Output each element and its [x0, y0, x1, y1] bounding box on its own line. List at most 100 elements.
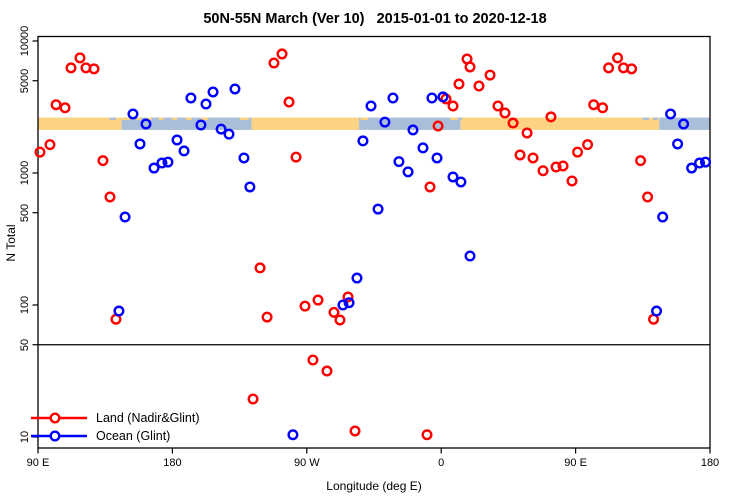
data-point-ocean — [379, 116, 391, 128]
map-band-coast-dash — [185, 117, 192, 120]
map-band-land-segment — [251, 117, 360, 130]
data-point-ocean — [185, 92, 197, 104]
x-tick-label: 0 — [438, 457, 445, 469]
data-point-ocean — [119, 211, 131, 223]
data-point-land — [44, 139, 56, 151]
x-axis-title: Longitude (deg E) — [326, 479, 422, 493]
map-band-coast-dash — [653, 117, 658, 120]
data-point-land — [612, 52, 624, 64]
data-point-ocean — [200, 98, 212, 110]
data-point-ocean — [657, 211, 669, 223]
data-point-ocean — [407, 124, 419, 136]
data-point-land — [65, 62, 77, 74]
data-point-land — [626, 63, 638, 75]
data-point-land — [424, 181, 436, 193]
data-point-ocean — [223, 128, 235, 140]
data-point-land — [34, 146, 46, 158]
data-point-ocean — [148, 162, 160, 174]
legend-entry-ocean: Ocean (Glint) — [30, 427, 200, 445]
data-point-land — [603, 62, 615, 74]
data-point-ocean — [357, 135, 369, 147]
data-point-ocean — [694, 157, 706, 169]
data-point-ocean — [244, 181, 256, 193]
y-tick-label: 50 — [19, 338, 31, 351]
y-tick-label: 500 — [19, 203, 31, 222]
data-point-land — [283, 96, 295, 108]
data-point-land — [342, 291, 354, 303]
data-point-land — [247, 393, 259, 405]
map-band-coast-dash — [239, 117, 249, 120]
data-point-ocean — [426, 92, 438, 104]
data-point-ocean — [672, 138, 684, 150]
data-point-ocean — [402, 166, 414, 178]
data-point-ocean — [156, 157, 168, 169]
data-point-land — [484, 69, 496, 81]
legend-symbol-ocean — [31, 430, 87, 442]
data-point-land — [254, 262, 266, 274]
plot-box — [37, 35, 711, 449]
legend-label-land: Land (Nadir&Glint) — [96, 411, 200, 425]
map-band-coast-dash — [642, 117, 649, 120]
data-point-ocean — [343, 297, 355, 309]
data-point-ocean — [417, 142, 429, 154]
data-point-ocean — [431, 152, 443, 164]
map-band-coast-dash — [136, 117, 142, 120]
data-point-ocean — [447, 171, 459, 183]
y-axis-title: N Total — [4, 224, 18, 262]
data-point-land — [464, 61, 476, 73]
data-point-ocean — [178, 145, 190, 157]
x-tick-label: 90 E — [26, 457, 50, 469]
data-point-land — [97, 155, 109, 167]
data-point-land — [572, 146, 584, 158]
map-band-coast-dash — [450, 117, 458, 120]
y-tick-label: 100 — [19, 295, 31, 315]
data-point-ocean — [337, 299, 349, 311]
data-point-ocean — [215, 123, 227, 135]
map-band-coast-dash — [360, 117, 369, 120]
data-point-land — [312, 294, 324, 306]
data-point-land — [550, 161, 562, 173]
data-point-land — [642, 191, 654, 203]
data-point-land — [545, 111, 557, 123]
data-point-ocean — [437, 91, 449, 103]
data-point-ocean — [195, 119, 207, 131]
data-point-ocean — [455, 176, 467, 188]
data-point-land — [537, 165, 549, 177]
data-point-ocean — [651, 305, 663, 317]
y-tick-label: 5000 — [19, 68, 31, 93]
data-point-ocean — [140, 118, 152, 130]
y-tick-label: 10000 — [19, 25, 31, 57]
data-point-ocean — [134, 138, 146, 150]
data-point-ocean — [287, 429, 299, 441]
x-tick-label: 180 — [163, 457, 182, 469]
map-band-land-segment — [460, 117, 660, 130]
data-point-land — [321, 365, 333, 377]
data-point-land — [88, 63, 100, 75]
data-point-land — [527, 152, 539, 164]
data-point-ocean — [162, 156, 174, 168]
data-point-land — [557, 160, 569, 172]
data-point-land — [349, 425, 361, 437]
data-point-ocean — [700, 156, 712, 168]
data-point-land — [588, 99, 600, 111]
data-point-land — [276, 48, 288, 60]
map-band-coast-dash — [147, 117, 152, 120]
data-point-land — [307, 354, 319, 366]
map-band-coast-dash — [158, 117, 164, 120]
data-point-land — [334, 314, 346, 326]
map-band-coast-dash — [109, 117, 116, 120]
data-point-ocean — [351, 272, 363, 284]
data-point-land — [453, 78, 465, 90]
map-band-ocean-segment — [659, 117, 710, 130]
data-point-land — [566, 175, 578, 187]
data-point-ocean — [127, 108, 139, 120]
data-point-ocean — [372, 203, 384, 215]
data-point-ocean — [229, 83, 241, 95]
data-point-land — [582, 139, 594, 151]
map-band-coast-dash — [172, 117, 177, 120]
data-point-land — [50, 99, 62, 111]
data-point-land — [514, 149, 526, 161]
data-point-land — [432, 120, 444, 132]
data-point-ocean — [113, 305, 125, 317]
